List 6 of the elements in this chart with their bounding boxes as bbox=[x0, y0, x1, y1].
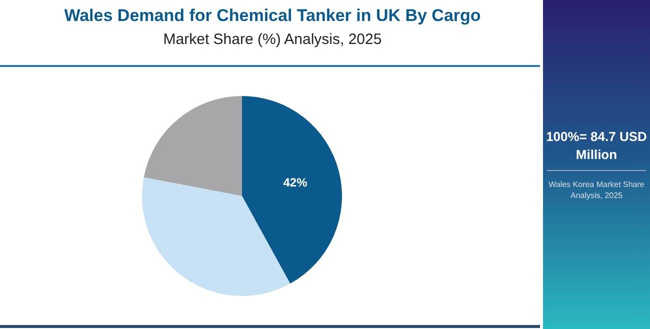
info-panel: 100%= 84.7 USD Million Wales Korea Market Share Analysis, 2025 bbox=[543, 0, 650, 329]
chart-subtitle: Market Share (%) Analysis, 2025 bbox=[162, 31, 383, 48]
data-label: 42% bbox=[283, 175, 308, 190]
pie-slice bbox=[242, 96, 342, 284]
pie-slice bbox=[144, 96, 242, 196]
chart-title: Wales Demand for Chemical Tanker in UK By Cargo bbox=[63, 6, 482, 26]
